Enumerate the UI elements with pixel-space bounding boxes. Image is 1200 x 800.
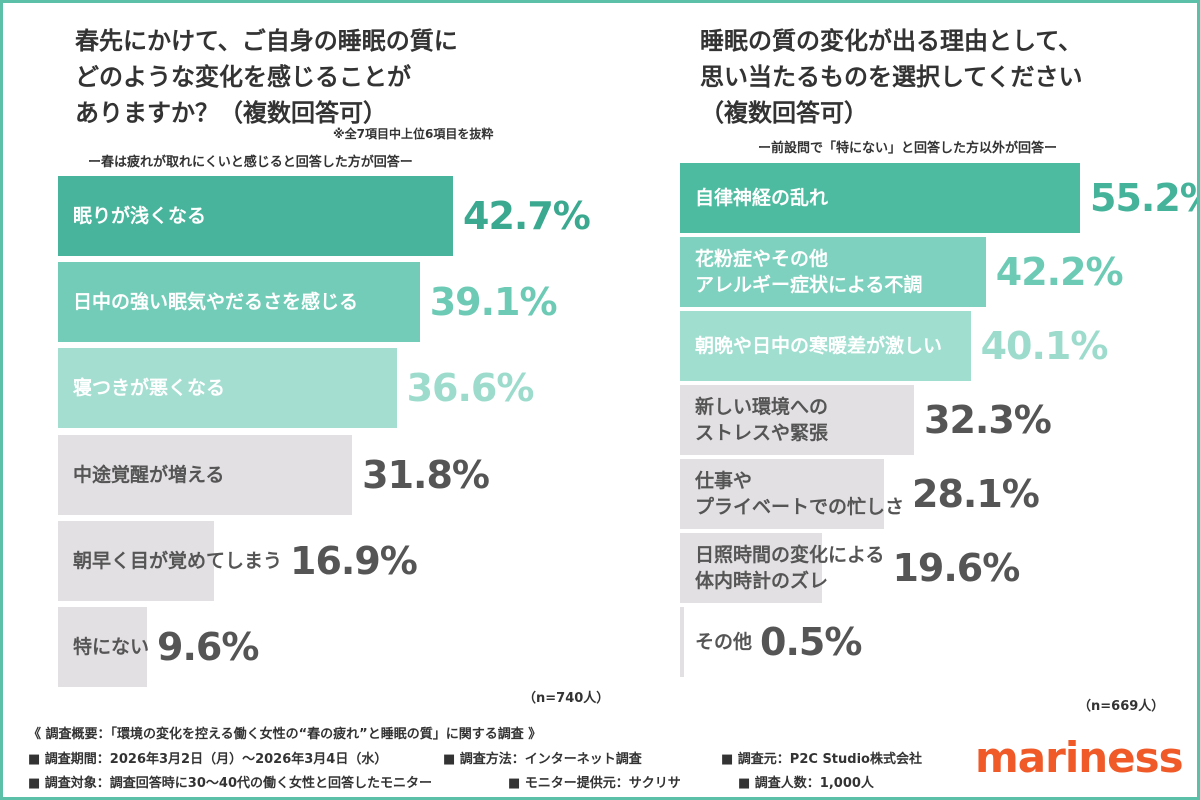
bar bbox=[680, 311, 971, 381]
footer-item: ■ 調査期間：2026年3月2日（月）～2026年3月4日（水） bbox=[28, 752, 388, 767]
bar bbox=[58, 434, 353, 515]
value-label: 42.7% bbox=[463, 194, 591, 238]
value-label: 32.3% bbox=[924, 398, 1052, 442]
bar bbox=[58, 520, 215, 601]
value-label: 31.8% bbox=[362, 452, 490, 497]
value-label: 19.6% bbox=[892, 546, 1020, 590]
footer-item: ■ 調査元：P2C Studio株式会社 bbox=[721, 752, 922, 767]
category-label: 花粉症やその他 アレルギー症状による不調 bbox=[695, 248, 923, 296]
category-label: 朝早く目が覚めてしまう bbox=[73, 549, 283, 572]
value-label: 40.1% bbox=[980, 324, 1109, 368]
category-label: 自律神経の乱れ bbox=[695, 187, 829, 209]
category-label: 日照時間の変化による 体内時計のズレ bbox=[695, 544, 885, 592]
logo: mariness bbox=[975, 733, 1184, 782]
sample-size: （n=669人） bbox=[1078, 699, 1165, 714]
value-label: 16.9% bbox=[290, 538, 418, 583]
note: ※全7項目中上位6項目を抜粋 bbox=[333, 127, 494, 141]
value-label: 0.5% bbox=[760, 620, 862, 664]
subtitle: ー前設問で「特にない」と回答した方以外が回答ー bbox=[758, 141, 1058, 156]
footer-item: ■ 調査対象：調査回答時に30～40代の働く女性と回答したモニター bbox=[28, 776, 432, 791]
value-label: 36.6% bbox=[406, 366, 535, 411]
subtitle: ー春は疲れが取れにくいと感じると回答した方が回答ー bbox=[88, 155, 413, 170]
bar bbox=[58, 176, 453, 256]
chart-title: 春先にかけて、ご自身の睡眠の質に どのような変化を感じることが ありますか？（複… bbox=[75, 27, 458, 127]
footer-heading: 《 調査概要：「環境の変化を控える働く女性の“春の疲れ”と睡眠の質」に関する調査… bbox=[28, 727, 542, 742]
bar bbox=[680, 237, 986, 307]
bar bbox=[680, 607, 684, 677]
bar bbox=[58, 607, 147, 687]
category-label: 日中の強い眠気やだるさを感じる bbox=[73, 291, 359, 314]
footer-item: ■ 調査方法：インターネット調査 bbox=[443, 752, 642, 767]
bar bbox=[680, 163, 1080, 233]
footer-item: ■ モニター提供元：サクリサ bbox=[508, 776, 681, 791]
bar bbox=[680, 533, 823, 603]
bar bbox=[58, 348, 397, 429]
category-label: 特にない bbox=[73, 636, 150, 658]
footer-item: ■ 調査人数：1,000人 bbox=[738, 776, 874, 791]
value-label: 9.6% bbox=[157, 625, 259, 669]
value-label: 39.1% bbox=[429, 280, 558, 325]
bar bbox=[58, 262, 420, 343]
value-label: 28.1% bbox=[912, 472, 1040, 516]
chart-title: 睡眠の質の変化が出る理由として、 思い当たるものを選択してください （複数回答可… bbox=[700, 27, 1083, 127]
value-label: 42.2% bbox=[995, 250, 1124, 294]
category-label: 仕事や プライベートでの忙しさ bbox=[695, 470, 905, 518]
sample-size: （n=740人） bbox=[523, 691, 610, 706]
category-label: 新しい環境への ストレスや緊張 bbox=[695, 396, 829, 444]
category-label: 朝晩や日中の寒暖差が激しい bbox=[695, 335, 943, 357]
category-label: 中途覚醒が増える bbox=[73, 463, 225, 486]
value-label: 55.2% bbox=[1090, 176, 1197, 220]
category-label: 寝つきが悪くなる bbox=[73, 377, 226, 400]
category-label: その他 bbox=[695, 631, 753, 653]
bar bbox=[680, 459, 884, 529]
bar bbox=[680, 385, 915, 455]
category-label: 眠りが浅くなる bbox=[73, 205, 207, 227]
